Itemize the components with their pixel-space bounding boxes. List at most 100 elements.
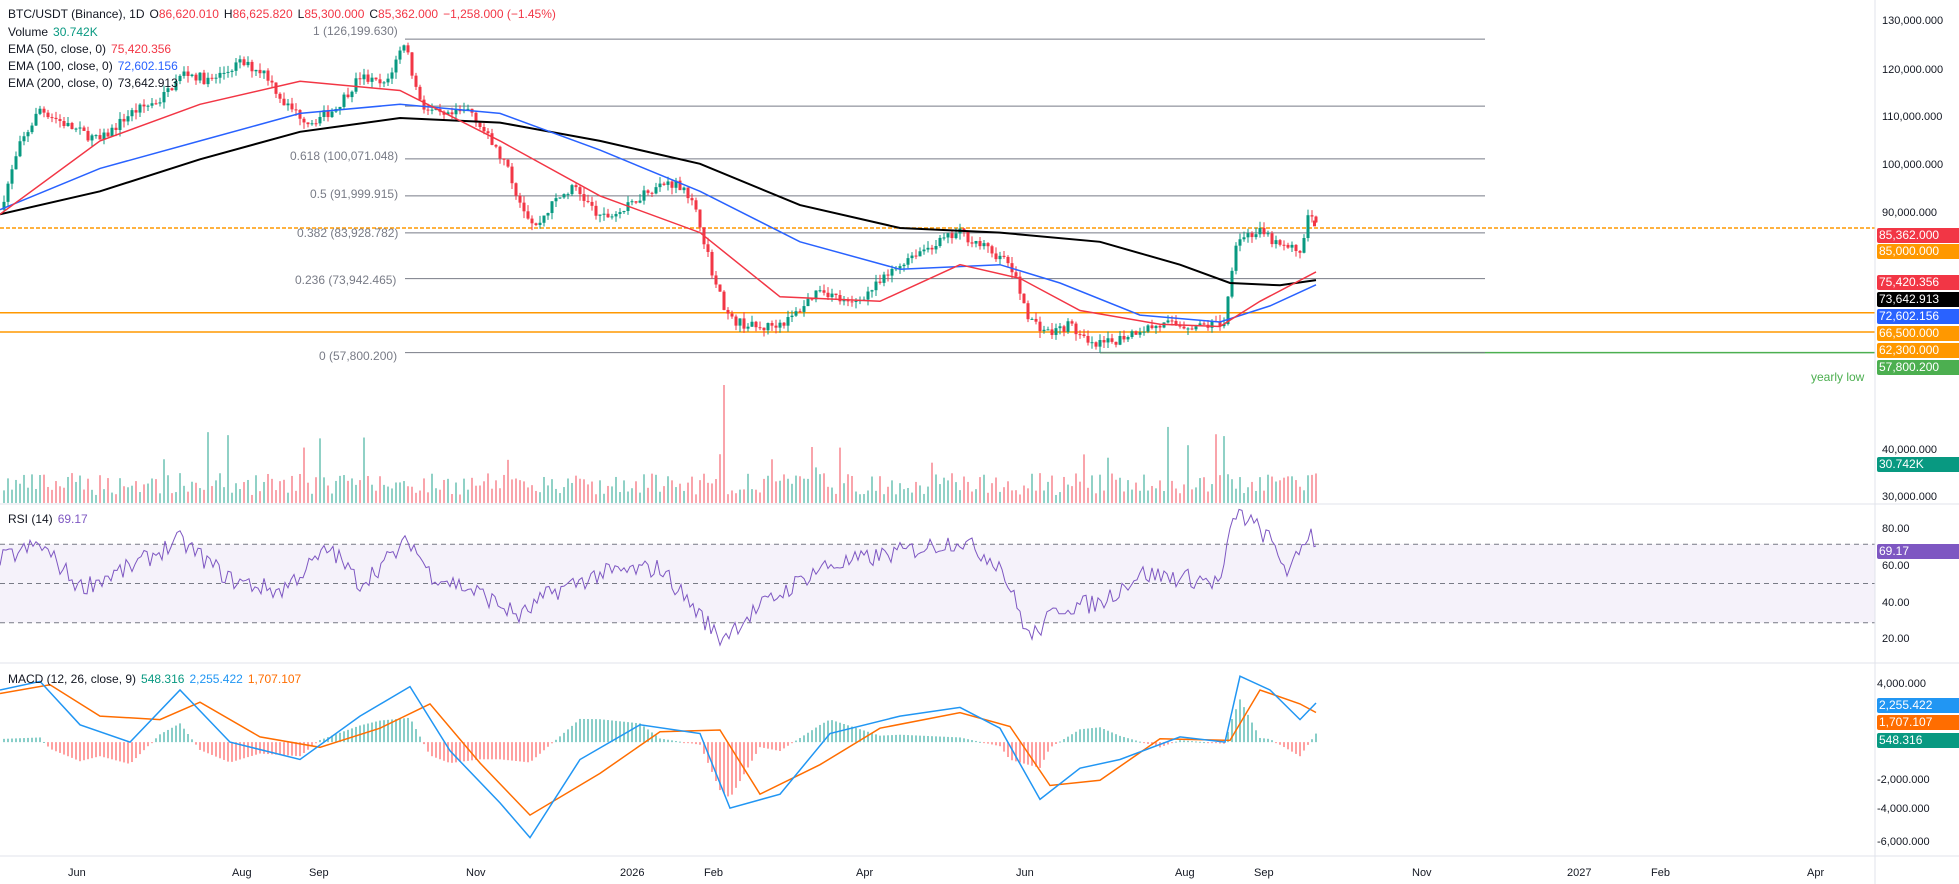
macd-histogram-bar (527, 742, 529, 763)
legend-volume[interactable]: Volume 30.742K (8, 24, 103, 40)
candle-body (954, 233, 958, 239)
volume-bar (903, 489, 905, 503)
macd-histogram-bar (579, 718, 581, 743)
candle-body (538, 222, 542, 226)
macd-histogram-bar (1227, 731, 1229, 743)
volume-bar (303, 447, 305, 503)
volume-bar (295, 490, 297, 503)
volume-bar (1099, 474, 1101, 503)
macd-histogram-bar (727, 742, 729, 797)
candle-body (1074, 323, 1078, 335)
macd-value: 548.316 (141, 672, 185, 686)
macd-histogram-bar (1087, 728, 1089, 743)
candle-body (178, 75, 182, 82)
volume-bar (647, 487, 649, 503)
ema100-value: 72,602.156 (117, 59, 178, 73)
candle-body (502, 158, 506, 160)
volume-bar (1291, 476, 1293, 503)
candle-body (1210, 321, 1214, 328)
candle-body (1278, 240, 1282, 245)
candle-body (218, 72, 222, 78)
volume-bar (1051, 475, 1053, 503)
candle-body (1290, 244, 1294, 248)
candle-body (390, 72, 394, 79)
candle-body (674, 180, 678, 188)
volume-bar (951, 473, 953, 503)
rsi-pane (0, 508, 1875, 647)
candle-body (870, 290, 874, 292)
macd-histogram-bar (979, 741, 981, 743)
candle-body (1166, 320, 1170, 323)
macd-histogram-bar (1299, 742, 1301, 757)
volume-bar (1239, 477, 1241, 503)
legend-ema100[interactable]: EMA (100, close, 0) 72,602.156 (8, 58, 183, 74)
volume-bar (915, 481, 917, 503)
macd-histogram-bar (119, 742, 121, 762)
macd-histogram-bar (91, 742, 93, 759)
signal-value: 2,255.422 (189, 672, 243, 686)
macd-histogram-bar (923, 735, 925, 743)
candle-body (786, 317, 790, 326)
volume-bar (327, 485, 329, 503)
candle-body (234, 62, 238, 71)
macd-histogram-bar (375, 721, 377, 743)
candle-body (854, 300, 858, 302)
macd-histogram-bar (963, 738, 965, 743)
candle-body (426, 109, 430, 111)
candle-body (606, 213, 610, 218)
time-axis-tick: Apr (856, 867, 874, 879)
candle-body (982, 243, 986, 247)
volume-bar (715, 479, 717, 503)
volume-bar (1287, 476, 1289, 503)
volume-bar (843, 483, 845, 503)
candle-body (998, 255, 1002, 260)
time-axis-tick: 2027 (1567, 867, 1592, 879)
macd-histogram-bar (315, 742, 317, 744)
macd-pane (0, 675, 1317, 839)
candle-body (838, 295, 842, 302)
macd-histogram-bar (675, 740, 677, 743)
volume-bar (759, 492, 761, 503)
volume-bar (415, 492, 417, 503)
candle-body (366, 74, 370, 82)
volume-bar (479, 485, 481, 503)
macd-histogram-bar (1231, 719, 1233, 743)
macd-histogram-bar (419, 736, 421, 743)
legend-macd[interactable]: MACD (12, 26, close, 9) 548.316 2,255.422 1… (8, 671, 306, 687)
legend-ema50[interactable]: EMA (50, close, 0) 75,420.356 (8, 41, 176, 57)
volume-bar (731, 490, 733, 503)
macd-histogram-bar (599, 719, 601, 743)
macd-histogram-bar (339, 732, 341, 743)
macd-histogram-bar (815, 727, 817, 743)
macd-histogram-bar (1243, 707, 1245, 743)
candle-body (142, 104, 146, 107)
macd-histogram-bar (703, 742, 705, 754)
candle-body (906, 258, 910, 265)
macd-histogram-bar (1303, 742, 1305, 751)
volume-bar (255, 475, 257, 503)
macd-histogram-bar (299, 742, 301, 757)
macd-histogram-bar (203, 742, 205, 752)
symbol-title[interactable]: BTC/USDT (Binance), 1D (8, 7, 145, 21)
legend-ema200[interactable]: EMA (200, close, 0) 73,642.913 (8, 75, 183, 91)
candle-body (938, 237, 942, 247)
candle-body (1142, 331, 1146, 333)
candle-body (658, 183, 662, 188)
macd-histogram-bar (1011, 742, 1013, 761)
volume-bar (1223, 436, 1225, 503)
macd-histogram-bar (1207, 742, 1209, 744)
volume-bar (335, 480, 337, 503)
candle-body (990, 246, 994, 254)
candle-body (1046, 329, 1050, 331)
legend-rsi[interactable]: RSI (14) 69.17 (8, 511, 93, 527)
candle-body (590, 201, 594, 206)
candle-body (146, 105, 150, 107)
volume-bar (379, 476, 381, 503)
macd-histogram-bar (331, 735, 333, 743)
macd-histogram-bar (563, 732, 565, 743)
candle-body (18, 141, 22, 157)
candle-body (14, 156, 18, 170)
macd-histogram-bar (607, 720, 609, 743)
candle-body (1014, 272, 1018, 277)
